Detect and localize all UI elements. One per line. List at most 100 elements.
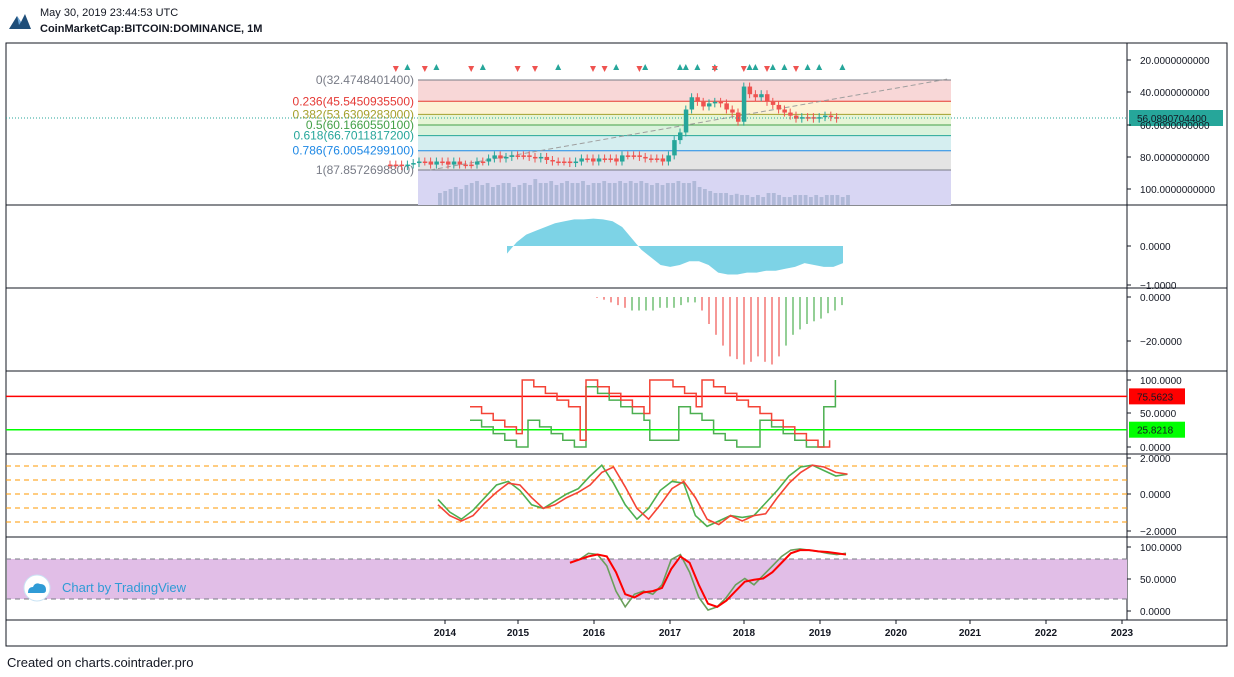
candle [637,155,642,157]
volume-bar [787,197,792,205]
volume-bar [485,183,490,205]
signal-up-arrow [555,64,562,70]
price-axis-label: 20.0000000000 [1140,56,1210,67]
volume-bar [644,183,649,205]
candle [550,159,555,162]
volume-bar [660,185,665,205]
time-axis-label: 2021 [959,628,982,639]
candle [567,161,573,164]
volume-bar [650,185,654,205]
signal-down-arrow [532,66,538,72]
fib-zone [418,80,951,102]
tradingview-watermark: Chart by TradingView [23,574,187,602]
histogram-axis-label: 0.0000 [1140,293,1171,304]
signal-up-arrow [746,64,753,70]
volume-bar [665,183,670,205]
candle [654,158,660,160]
volume-bar [575,183,580,205]
volume-bar [597,183,601,205]
candle [660,158,666,162]
candle [834,117,840,119]
time-axis-label: 2014 [434,628,457,639]
candle [591,158,596,162]
candle [672,140,677,156]
signal-down-arrow [421,66,428,72]
oscillator-axis-label: −1.0000 [1140,281,1177,292]
volume-bar [612,183,617,205]
candle [724,103,729,110]
fib-label: 0(32.4748401400) [316,73,414,87]
fib-label: 0.5(60.1660550100) [306,118,414,132]
candle [643,156,648,159]
volume-bar [761,197,766,205]
candle [556,161,561,164]
signal-up-arrow [769,64,776,70]
chart-timestamp: May 30, 2019 23:44:53 UTC [40,7,179,19]
signal-down-arrow [711,66,718,72]
signal-down-arrow [392,66,399,72]
tradingview-logo-icon [8,9,32,31]
candle [469,164,474,167]
volume-bar [676,181,681,205]
candle [776,104,782,110]
signal-up-arrow [642,64,649,70]
signal-up-arrow [404,64,411,70]
signal-up-arrow [839,64,846,70]
volume-bar [793,195,797,205]
volume-bar [671,183,675,205]
volume-bar [464,185,469,205]
volume-bar [628,181,633,205]
candle [533,156,538,159]
oscillator-pane: 0.0000 −1.0000 [507,218,1177,292]
candle [399,164,405,167]
time-axis: 2014 2015 2016 2017 2018 2019 2020 2021 2022 2023 [434,620,1134,639]
candle [388,164,393,167]
volume-bar [443,191,448,205]
candle [521,155,526,157]
candle [666,155,671,162]
candle [753,94,758,98]
signal-up-arrow [781,64,788,70]
candle [602,158,608,160]
volume-bar [581,181,585,205]
volume-bar [756,195,760,205]
candle [509,155,515,157]
candle [405,164,410,167]
candle [759,94,764,98]
volume-bar [814,195,819,205]
chart-symbol: CoinMarketCap:BITCOIN:DOMINANCE, 1M [40,23,263,35]
time-axis-label: 2017 [659,628,682,639]
fib-label: 0.786(76.0054299100) [293,144,414,158]
volume-bar [750,197,755,205]
candle [747,86,753,95]
stoch-rsi-axis-label: 100.0000 [1140,543,1182,554]
candle [411,163,416,165]
candle [614,158,619,162]
volume-bar [491,187,495,205]
level-label: 75.5623 [1137,392,1174,403]
candle [718,101,724,104]
candle [596,158,602,162]
candle [799,117,805,119]
time-axis-label: 2023 [1111,628,1134,639]
level-label: 25.8218 [1137,426,1174,437]
candle [736,112,741,122]
last-price-label: 56.0890704400 [1137,114,1207,125]
stochastic-axis-label: 50.0000 [1140,409,1177,420]
fib-label: 1(87.8572698800) [316,163,414,177]
histogram-pane: 0.0000 −20.0000 [596,293,1182,365]
volume-bar [438,193,442,205]
fib-label: 0.382(53.6309283000) [293,107,414,121]
candle [504,156,509,159]
signal-down-arrow [764,66,770,72]
volume-bar [687,183,691,205]
stochastic-axis-label: 0.0000 [1140,443,1171,454]
signal-down-arrow [793,66,799,72]
volume-bar [538,183,543,205]
time-axis-label: 2018 [733,628,756,639]
volume-bar [554,185,559,205]
level-tag [1129,388,1185,405]
candle [486,158,492,162]
volume-bar [809,197,813,205]
